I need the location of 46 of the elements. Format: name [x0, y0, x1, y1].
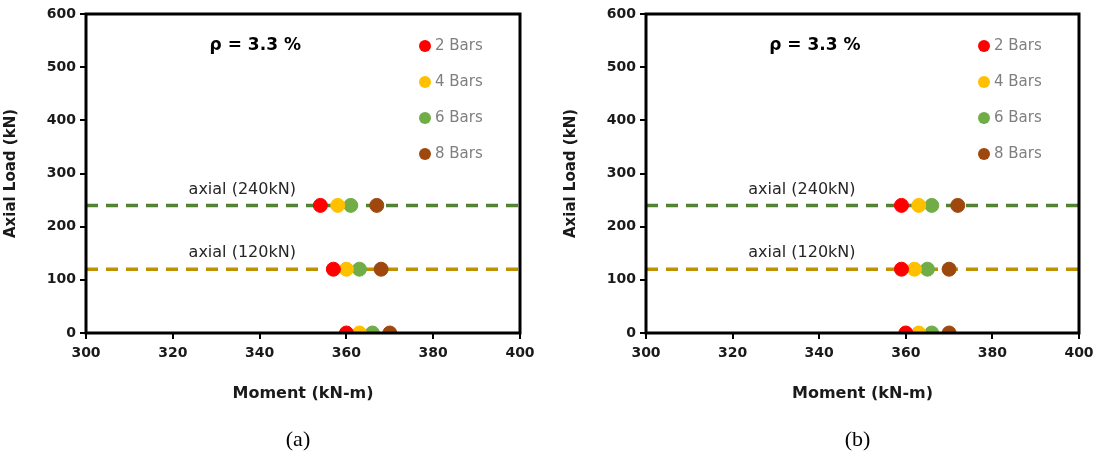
y-tick-label: 0: [626, 323, 637, 340]
text: (a): [285, 425, 311, 451]
y-tick-label: 400: [46, 110, 77, 127]
legend-label: 6 Bars: [435, 107, 483, 126]
y-tick-label: 500: [606, 57, 637, 74]
x-tick-label: 340: [804, 344, 835, 361]
ref-line-label: axial (240kN): [748, 178, 856, 198]
legend-label: 2 Bars: [435, 35, 483, 54]
y-axis-title: Axial Load (kN): [0, 108, 19, 239]
x-axis-title: Moment (kN-m): [791, 382, 934, 402]
legend-label: 2 Bars: [994, 35, 1042, 54]
y-tick-label: 100: [46, 270, 77, 287]
ref-line-label: axial (120kN): [748, 242, 856, 262]
x-tick-label: 300: [71, 344, 101, 361]
text: (b): [844, 425, 871, 451]
y-tick-label: 200: [606, 217, 637, 234]
legend-label: 8 Bars: [435, 143, 483, 162]
x-tick-label: 400: [505, 344, 535, 361]
x-tick-label: 400: [1064, 344, 1094, 361]
x-tick-label: 380: [977, 344, 1008, 361]
legend-label: 6 Bars: [994, 107, 1042, 126]
y-axis-title: Axial Load (kN): [560, 108, 579, 239]
ref-line-label: axial (240kN): [188, 178, 296, 198]
x-tick-label: 300: [631, 344, 661, 361]
y-tick-label: 0: [66, 323, 77, 340]
annotation: ρ = 3.3 %: [769, 34, 861, 55]
x-tick-label: 340: [244, 344, 275, 361]
legend-label: 4 Bars: [435, 71, 483, 90]
x-tick-label: 380: [418, 344, 449, 361]
y-tick-label: 500: [46, 57, 77, 74]
legend-label: 8 Bars: [994, 143, 1042, 162]
x-tick-label: 320: [158, 344, 188, 361]
legend-label: 4 Bars: [994, 71, 1042, 90]
y-tick-label: 300: [606, 164, 637, 181]
annotation: ρ = 3.3 %: [209, 34, 301, 55]
y-tick-label: 400: [606, 110, 637, 127]
y-tick-label: 600: [606, 4, 637, 21]
y-tick-label: 300: [46, 164, 77, 181]
x-axis-title: Moment (kN-m): [232, 382, 374, 402]
x-tick-label: 360: [331, 344, 362, 361]
y-tick-label: 200: [46, 217, 77, 234]
x-tick-label: 320: [717, 344, 748, 361]
x-tick-label: 360: [891, 344, 921, 361]
ref-line-label: axial (120kN): [188, 242, 296, 262]
y-tick-label: 600: [46, 4, 77, 21]
y-tick-label: 100: [606, 270, 637, 287]
